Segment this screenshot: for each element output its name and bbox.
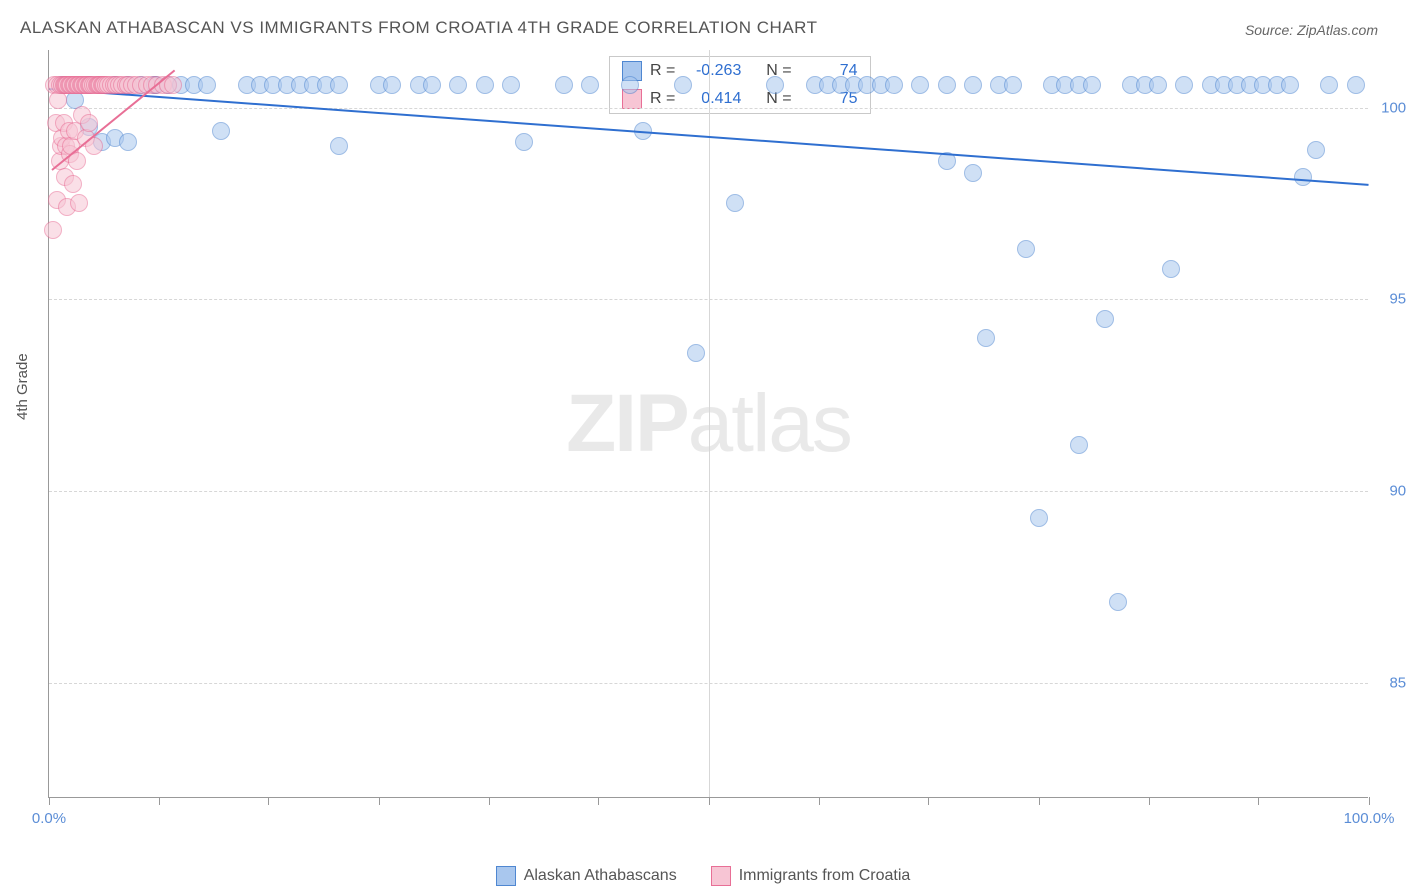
x-tick: [49, 797, 50, 805]
x-tick: [928, 797, 929, 805]
x-tick: [268, 797, 269, 805]
scatter-point: [1030, 509, 1048, 527]
scatter-point: [330, 137, 348, 155]
scatter-point: [1162, 260, 1180, 278]
scatter-point: [64, 175, 82, 193]
scatter-point: [515, 133, 533, 151]
scatter-point: [1294, 168, 1312, 186]
scatter-point: [80, 114, 98, 132]
y-tick-label: 90.0%: [1389, 483, 1406, 500]
scatter-point: [1004, 76, 1022, 94]
plot-area: ZIPatlas R = -0.263 N = 74 R = 0.414 N =…: [48, 50, 1368, 798]
legend-item-blue: Alaskan Athabascans: [496, 866, 677, 886]
legend-item-pink: Immigrants from Croatia: [711, 866, 911, 886]
scatter-point: [1281, 76, 1299, 94]
gridline-v: [709, 50, 710, 797]
x-tick: [1039, 797, 1040, 805]
scatter-point: [1175, 76, 1193, 94]
scatter-point: [502, 76, 520, 94]
y-tick-label: 85.0%: [1389, 674, 1406, 691]
scatter-point: [70, 194, 88, 212]
source-label: Source: ZipAtlas.com: [1245, 22, 1378, 38]
scatter-point: [938, 76, 956, 94]
scatter-point: [330, 76, 348, 94]
scatter-point: [581, 76, 599, 94]
x-tick: [709, 797, 710, 805]
x-tick: [1258, 797, 1259, 805]
scatter-point: [964, 164, 982, 182]
legend-swatch-blue-icon: [496, 866, 516, 886]
scatter-point: [1070, 436, 1088, 454]
scatter-point: [726, 194, 744, 212]
scatter-point: [1017, 240, 1035, 258]
y-tick-label: 95.0%: [1389, 291, 1406, 308]
scatter-point: [49, 91, 67, 109]
x-tick: [1149, 797, 1150, 805]
scatter-point: [423, 76, 441, 94]
scatter-point: [1109, 593, 1127, 611]
scatter-point: [555, 76, 573, 94]
x-tick: [159, 797, 160, 805]
scatter-point: [911, 76, 929, 94]
scatter-point: [621, 76, 639, 94]
scatter-point: [1307, 141, 1325, 159]
x-tick: [489, 797, 490, 805]
scatter-point: [449, 76, 467, 94]
scatter-point: [44, 221, 62, 239]
chart-title: ALASKAN ATHABASCAN VS IMMIGRANTS FROM CR…: [20, 18, 818, 38]
scatter-point: [1096, 310, 1114, 328]
scatter-point: [1149, 76, 1167, 94]
x-tick: [1369, 797, 1370, 805]
scatter-point: [476, 76, 494, 94]
x-tick: [819, 797, 820, 805]
scatter-point: [198, 76, 216, 94]
legend: Alaskan Athabascans Immigrants from Croa…: [0, 866, 1406, 886]
x-tick-label: 100.0%: [1344, 810, 1395, 827]
x-tick-label: 0.0%: [32, 810, 66, 827]
scatter-point: [766, 76, 784, 94]
scatter-point: [164, 76, 182, 94]
y-axis-label: 4th Grade: [14, 353, 31, 420]
scatter-point: [383, 76, 401, 94]
scatter-point: [1083, 76, 1101, 94]
y-tick-label: 100.0%: [1381, 99, 1406, 116]
scatter-point: [119, 133, 137, 151]
scatter-point: [885, 76, 903, 94]
x-tick: [598, 797, 599, 805]
scatter-point: [1320, 76, 1338, 94]
scatter-point: [977, 329, 995, 347]
scatter-point: [1347, 76, 1365, 94]
scatter-point: [212, 122, 230, 140]
x-tick: [379, 797, 380, 805]
scatter-point: [687, 344, 705, 362]
scatter-point: [964, 76, 982, 94]
legend-swatch-pink-icon: [711, 866, 731, 886]
scatter-point: [674, 76, 692, 94]
